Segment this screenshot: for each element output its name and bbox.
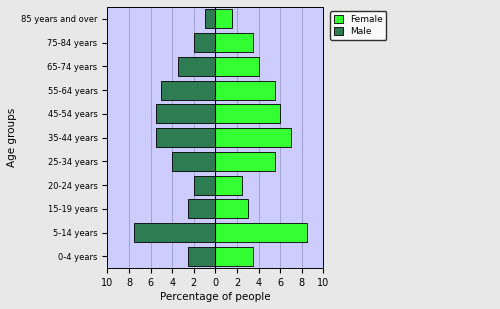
Bar: [162, 81, 216, 99]
Bar: [216, 199, 248, 218]
Bar: [216, 128, 291, 147]
Bar: [216, 152, 275, 171]
Bar: [188, 247, 216, 266]
Bar: [156, 104, 216, 123]
Bar: [216, 9, 232, 28]
Bar: [216, 57, 258, 76]
Bar: [216, 176, 242, 195]
Bar: [204, 9, 216, 28]
Bar: [216, 33, 253, 52]
Bar: [134, 223, 216, 242]
X-axis label: Percentage of people: Percentage of people: [160, 292, 270, 302]
Y-axis label: Age groups: Age groups: [7, 108, 17, 167]
Bar: [172, 152, 216, 171]
Bar: [216, 81, 275, 99]
Bar: [156, 128, 216, 147]
Legend: Female, Male: Female, Male: [330, 11, 386, 40]
Bar: [194, 33, 216, 52]
Bar: [188, 199, 216, 218]
Bar: [216, 247, 253, 266]
Bar: [194, 176, 216, 195]
Bar: [178, 57, 216, 76]
Bar: [216, 223, 307, 242]
Bar: [216, 104, 280, 123]
